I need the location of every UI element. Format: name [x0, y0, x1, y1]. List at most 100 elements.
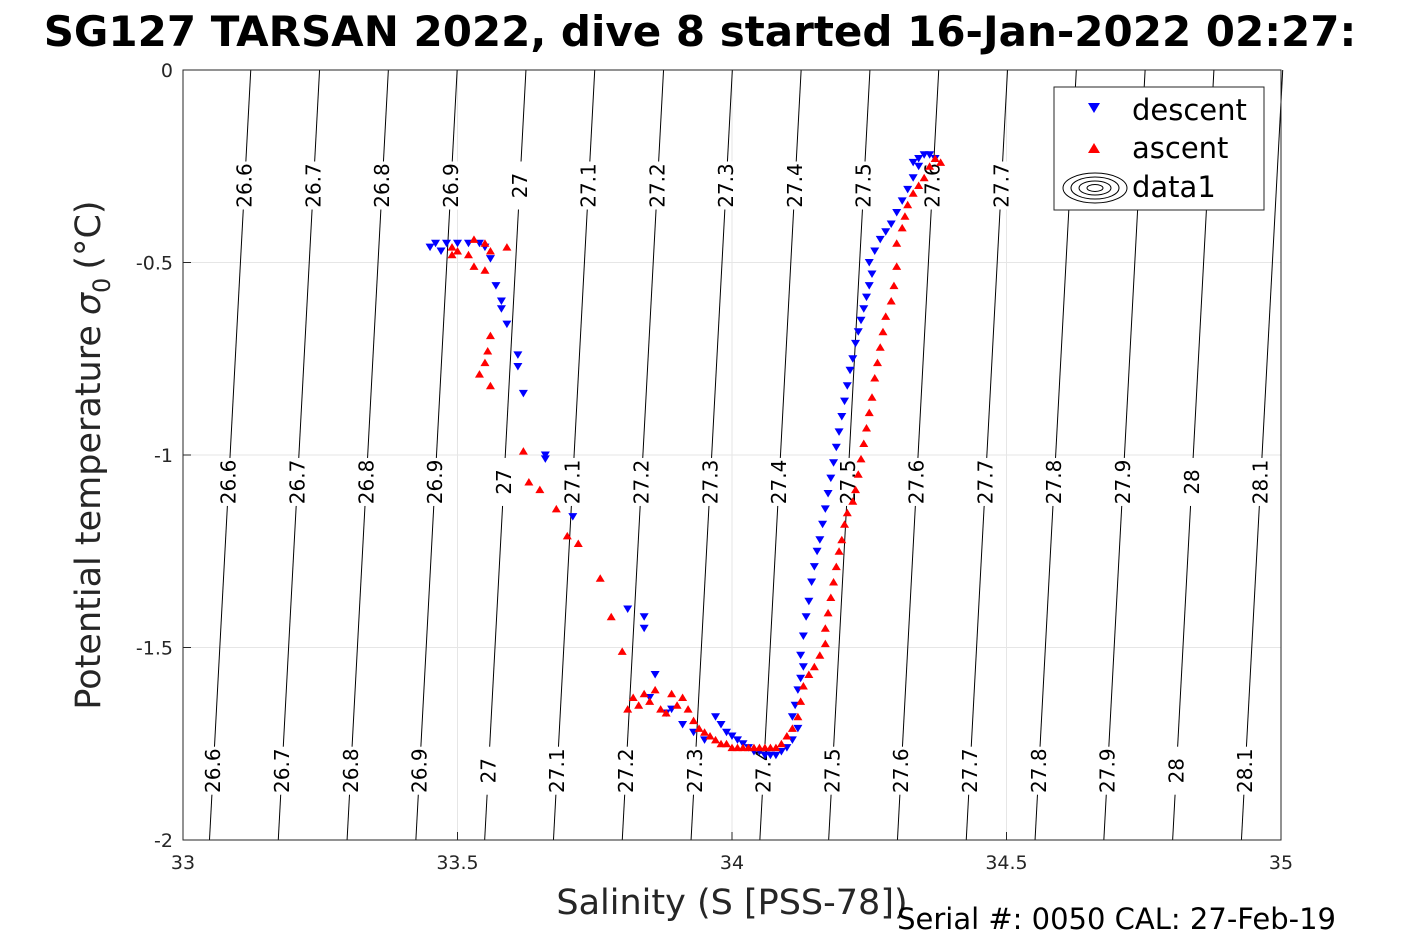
ascent-point	[862, 424, 872, 432]
isopycnal-label: 27.6	[889, 748, 913, 793]
axis-ticks: 33 33.5 34 34.5 35 -2 -1.5 -1 -0.5 0	[136, 60, 1293, 874]
descent-point	[623, 605, 633, 613]
ascent-point	[639, 689, 649, 698]
descent-point	[859, 305, 869, 313]
x-tick-label: 35	[1269, 852, 1293, 874]
descent-point	[864, 259, 874, 267]
x-tick-label: 33.5	[436, 852, 478, 874]
legend-ascent-marker	[1088, 143, 1100, 153]
isopycnal-label-bg	[1248, 457, 1273, 506]
isopycnal-label-bg	[782, 161, 807, 210]
descent-point	[540, 451, 550, 459]
descent-point	[804, 597, 814, 606]
ascent-point	[919, 173, 929, 182]
isopycnal-label: 27.1	[561, 460, 585, 505]
ascent-point	[900, 212, 910, 220]
x-axis-title: Salinity (S [PSS-78])	[556, 883, 907, 923]
descent-point	[886, 220, 896, 228]
descent-point	[678, 721, 688, 729]
isopycnal-label: 27.5	[852, 163, 876, 208]
isopycnal-label: 26.8	[370, 163, 394, 208]
ascent-point	[485, 381, 495, 390]
descent-point	[491, 282, 501, 290]
ascent-point	[485, 246, 495, 255]
ascent-point	[859, 439, 869, 447]
isopycnal-label: 27.3	[714, 163, 738, 208]
isopycnal-label-bg	[423, 457, 448, 506]
descent-point	[442, 239, 452, 248]
isopycnal-label: 27.9	[1111, 460, 1135, 505]
ascent-point	[656, 705, 666, 713]
ascent-point	[667, 689, 677, 698]
isopycnal-label: 26.9	[439, 163, 463, 208]
ascent-point	[856, 454, 866, 463]
isopycnal-label-bg	[438, 161, 463, 210]
descent-point	[823, 490, 833, 498]
isopycnal-label-bg	[1026, 746, 1051, 795]
ascent-point	[842, 508, 852, 517]
isopycnal-label: 26.7	[301, 163, 325, 208]
y-axis-title-subscript: 0	[88, 278, 116, 293]
isopycnal-label: 28	[1180, 469, 1204, 494]
ascent-point	[474, 370, 484, 378]
isopycnal-label: 27.8	[1042, 460, 1066, 505]
ascent-point	[683, 705, 693, 713]
ascent-point	[864, 408, 874, 417]
isopycnal-label-bg	[629, 457, 654, 506]
ascent-point	[650, 685, 660, 694]
isopycnal-label-bg	[407, 746, 432, 795]
isopycnal-label-bg	[1095, 746, 1120, 795]
ascent-point	[672, 701, 682, 709]
isopycnal-label-bg	[370, 161, 395, 210]
ascent-point	[480, 266, 490, 274]
descent-point	[862, 293, 872, 302]
descent-point	[834, 428, 844, 436]
ascent-point	[809, 662, 819, 671]
descent-point	[496, 297, 506, 305]
ascent-point	[485, 331, 495, 340]
ascent-point	[834, 547, 844, 555]
ascent-point	[914, 181, 924, 189]
ascent-point	[705, 732, 715, 740]
ascent-point	[870, 374, 880, 382]
descent-point	[513, 351, 523, 359]
ascent-point	[886, 297, 896, 305]
y-tick-label: -1.5	[136, 638, 173, 660]
legend-box	[1053, 86, 1265, 211]
ascent-point	[897, 223, 907, 232]
isopycnal-label: 27.2	[629, 460, 653, 505]
descent-point	[513, 362, 523, 371]
ascent-point	[623, 705, 633, 713]
descent-point	[903, 185, 913, 194]
isopycnal-label-bg	[645, 161, 670, 210]
descent-point	[892, 208, 902, 217]
isopycnal-label: 27.8	[1027, 748, 1051, 793]
legend: descent ascent data1	[1053, 86, 1265, 211]
descent-point	[812, 547, 822, 556]
isopycnal-labels: 26.6 26.7 26.8 26.9 27 27.1 27.2 27.3 27.4 27.5 27…	[201, 161, 1273, 795]
descent-point	[826, 474, 836, 483]
ascent-point	[875, 343, 885, 351]
descent-point	[908, 174, 918, 182]
ascent-point	[853, 470, 863, 478]
ascent-point	[617, 647, 627, 655]
isopycnal-label: 27.6	[921, 163, 945, 208]
descent-point	[867, 270, 877, 279]
isopycnal-label-bg	[354, 457, 379, 506]
isopycnal-label: 26.7	[270, 748, 294, 793]
ascent-point	[628, 693, 638, 702]
isopycnal-label: 27.4	[767, 460, 791, 505]
descent-point	[798, 663, 808, 671]
descent-point	[837, 413, 847, 421]
y-axis-title-symbol: σ	[69, 291, 109, 315]
descent-point	[818, 520, 828, 529]
ascent-point	[925, 162, 935, 170]
isopycnal-label-bg	[338, 746, 363, 795]
ascent-point	[776, 739, 786, 748]
ascent-point	[711, 735, 721, 744]
y-axis-title-unit: (°C)	[69, 200, 109, 269]
descent-point	[540, 455, 550, 463]
isopycnal-label: 26.8	[339, 748, 363, 793]
ascent-point	[447, 250, 457, 259]
isopycnal-label: 27	[476, 758, 500, 783]
